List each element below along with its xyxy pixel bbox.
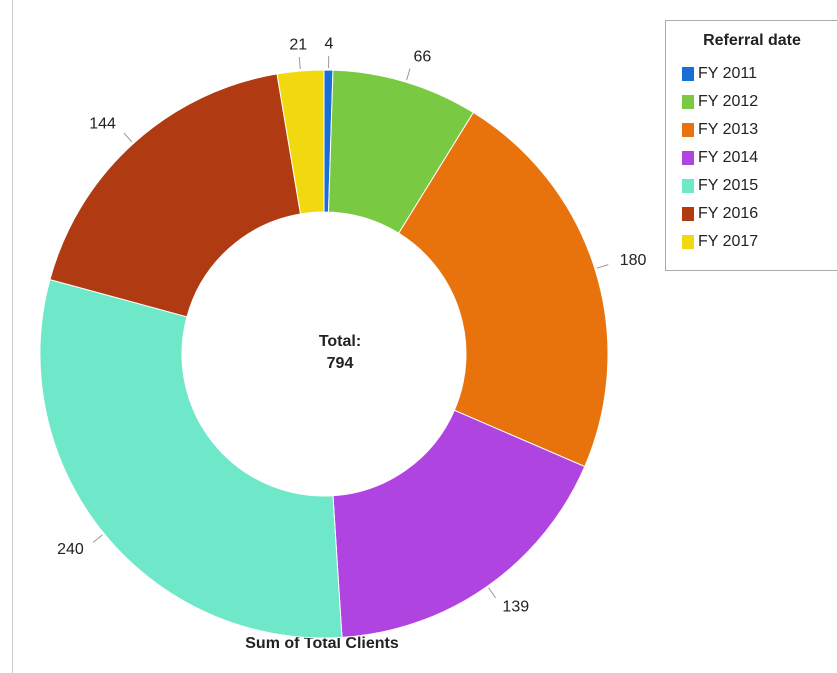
data-label: 144 (89, 115, 116, 132)
data-label: 240 (57, 541, 84, 558)
leader-line (406, 68, 411, 81)
legend-swatch (682, 95, 694, 109)
legend-label: FY 2011 (698, 65, 757, 82)
donut-slice (49, 73, 302, 318)
legend-label: FY 2015 (698, 177, 758, 194)
data-label: 4 (324, 35, 333, 52)
legend-box (665, 20, 837, 271)
data-label: 139 (502, 599, 529, 616)
leader-line (123, 132, 133, 143)
donut-slice (39, 278, 343, 639)
legend-swatch (682, 123, 694, 137)
legend-label: FY 2013 (698, 121, 758, 138)
legend-label: FY 2012 (698, 93, 758, 110)
legend-swatch (682, 179, 694, 193)
legend-swatch (682, 235, 694, 249)
chart-title: Sum of Total Clients (245, 635, 399, 652)
legend-swatch (682, 207, 694, 221)
donut-slice (398, 111, 609, 468)
leader-line (596, 264, 609, 269)
legend-swatch (682, 67, 694, 81)
legend-title: Referral date (703, 32, 801, 49)
data-label: 180 (620, 252, 647, 269)
legend-swatch (682, 151, 694, 165)
legend-label: FY 2016 (698, 205, 758, 222)
leader-line (298, 56, 301, 70)
legend-label: FY 2017 (698, 233, 758, 250)
data-label: 21 (289, 36, 307, 53)
leader-line (488, 587, 496, 598)
leader-line (92, 534, 103, 543)
center-total: 794 (327, 355, 354, 372)
donut-slice (332, 409, 586, 638)
data-label: 66 (413, 48, 431, 65)
donut-slice (276, 69, 325, 215)
center-label: Total: (319, 333, 361, 350)
legend-label: FY 2014 (698, 149, 758, 166)
